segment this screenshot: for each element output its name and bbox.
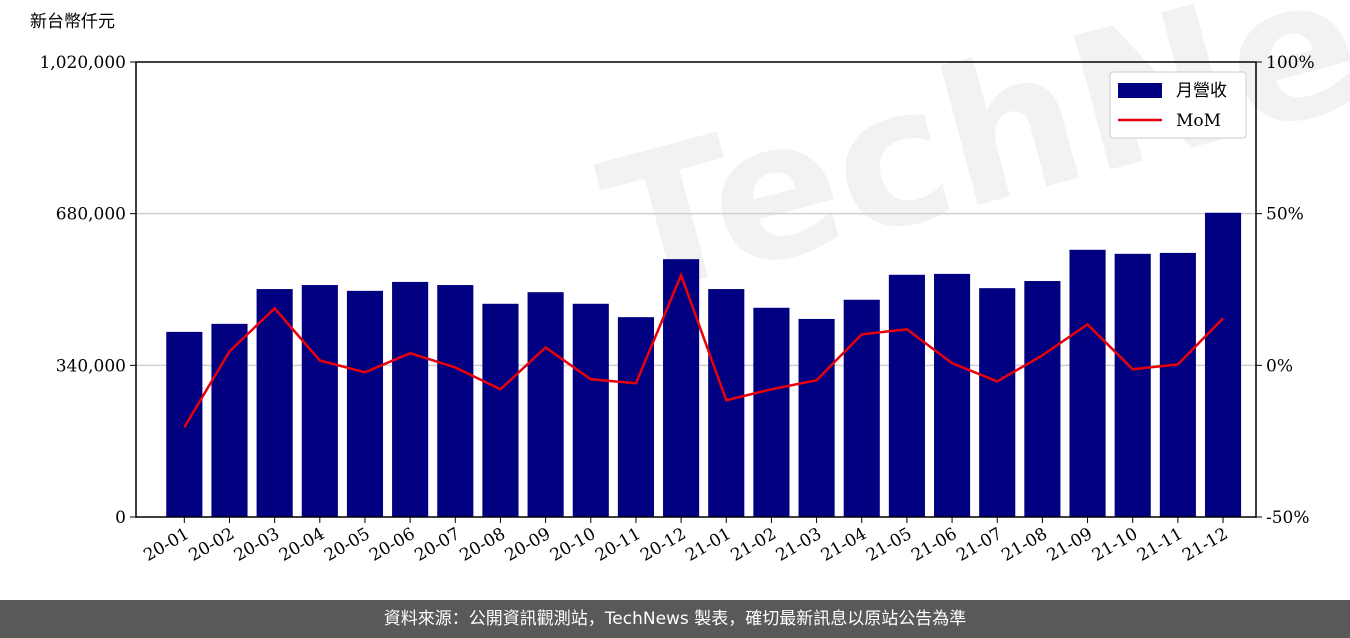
- x-tick-label: 21-08: [998, 524, 1050, 566]
- y2-tick-label: 50%: [1266, 205, 1304, 225]
- x-tick-label: 21-05: [863, 524, 915, 566]
- bar: [392, 281, 429, 517]
- y-axis-label: 新台幣仟元: [30, 12, 115, 32]
- x-tick-label: 21-09: [1044, 524, 1096, 566]
- x-tick-label: 20-06: [366, 524, 418, 566]
- bar: [979, 288, 1016, 517]
- bar: [1114, 253, 1151, 517]
- x-tick-label: 20-03: [231, 524, 283, 566]
- plot-frame: [135, 61, 1257, 518]
- x-tick-label: 21-10: [1089, 524, 1141, 566]
- bar: [572, 303, 609, 517]
- x-tick-label: 21-01: [682, 524, 734, 566]
- x-tick-label: 20-10: [547, 524, 599, 566]
- legend-label: MoM: [1176, 111, 1221, 131]
- bar: [1024, 281, 1061, 517]
- x-tick-label: 21-04: [818, 524, 870, 566]
- bar: [346, 290, 384, 517]
- bar: [888, 274, 925, 517]
- y2-tick-label: 100%: [1266, 53, 1315, 73]
- bar: [211, 323, 248, 517]
- x-tick-label: 21-06: [908, 524, 960, 566]
- x-tick-label: 20-12: [637, 524, 689, 566]
- bar: [527, 292, 564, 517]
- bar: [482, 303, 519, 517]
- y-tick-label: 0: [115, 508, 126, 528]
- bar: [437, 285, 474, 517]
- bar: [166, 331, 203, 517]
- y2-tick-label: -50%: [1266, 508, 1310, 528]
- x-tick-label: 20-08: [457, 524, 509, 566]
- x-tick-label: 21-11: [1134, 524, 1186, 566]
- x-tick-label: 20-05: [321, 524, 373, 566]
- x-tick-label: 21-03: [773, 524, 825, 566]
- line: [183, 271, 1224, 428]
- bar: [753, 307, 790, 517]
- bar: [934, 273, 971, 517]
- x-tick-label: 20-04: [276, 524, 328, 566]
- x-tick-label: 20-09: [502, 524, 554, 566]
- bar: [1159, 252, 1196, 517]
- x-tick-label: 21-12: [1179, 524, 1231, 566]
- bar: [1204, 212, 1242, 517]
- x-tick-label: 21-07: [953, 524, 1005, 566]
- bar: [617, 317, 654, 517]
- x-tick-label: 20-07: [411, 524, 463, 566]
- x-tick-label: 20-02: [186, 524, 238, 566]
- bar: [256, 289, 293, 517]
- bar: [663, 259, 700, 517]
- y-tick-label: 340,000: [56, 356, 126, 376]
- bar: [1069, 249, 1106, 518]
- x-tick-label: 20-11: [592, 524, 644, 566]
- bar: [301, 285, 338, 517]
- y-tick-label: 1,020,000: [39, 53, 126, 73]
- legend-swatch: [1118, 83, 1162, 98]
- bar: [708, 289, 745, 517]
- x-tick-label: 21-02: [727, 524, 779, 566]
- x-tick-label: 20-01: [140, 524, 192, 566]
- y2-tick-label: 0%: [1266, 356, 1293, 376]
- footer: 資料來源：公開資訊觀測站，TechNews 製表，確切最新訊息以原站公告為準: [0, 600, 1350, 638]
- bar: [798, 318, 835, 517]
- y-tick-label: 680,000: [56, 205, 126, 225]
- legend-label: 月營收: [1176, 81, 1227, 101]
- chart: TechNews 新台幣仟元 0340,000680,0001,020,000-…: [30, 0, 1350, 566]
